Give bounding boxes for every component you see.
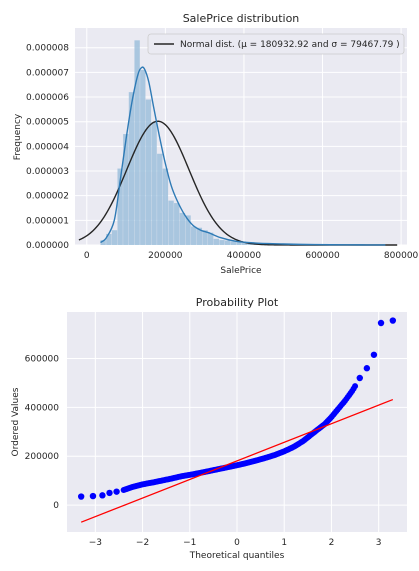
histogram-y-ticks: 0.000000 0.000001 0.000002 0.000003 0.000004… — [26, 44, 69, 251]
y-tick-label: 0.000003 — [26, 167, 69, 177]
y-tick-label: 0.000008 — [26, 44, 69, 54]
probplot-point — [113, 488, 120, 495]
legend-label: Normal dist. (μ = 180932.92 and σ = 7946… — [180, 40, 400, 50]
probplot-point — [89, 492, 97, 500]
probplot-point — [363, 365, 371, 372]
histogram-chart: 0 200000 400000 600000 800000 0.0000000.0000… — [13, 12, 419, 276]
histogram-bars — [100, 40, 384, 246]
y-tick-label: 0.000004 — [26, 142, 69, 152]
probplot-point — [370, 351, 378, 358]
histogram-x-ticks: 0 200000 400000 600000 800000 — [84, 251, 419, 261]
histogram-y-label: Frequency — [13, 113, 23, 160]
y-tick-label: 600000 — [25, 354, 60, 364]
histogram-legend: Normal dist. (μ = 180932.92 and σ = 7946… — [147, 33, 405, 55]
histogram-bar — [134, 40, 140, 245]
y-tick-label: 0.000000 — [26, 241, 69, 251]
histogram-bar — [224, 240, 231, 245]
probplot-point — [377, 319, 385, 327]
histogram-bar — [236, 242, 242, 245]
histogram-bar — [230, 241, 236, 245]
x-tick-label: 1 — [281, 538, 287, 548]
x-tick-label: 600000 — [305, 251, 340, 261]
y-tick-label: 0.000005 — [26, 118, 69, 128]
histogram-bar — [157, 153, 163, 245]
x-tick-label: 400000 — [227, 251, 262, 261]
x-tick-label: 800000 — [384, 251, 419, 261]
histogram-x-label: SalePrice — [220, 266, 262, 276]
y-tick-label: 0.000001 — [26, 216, 69, 226]
histogram-bar — [219, 240, 225, 245]
x-tick-label: 3 — [376, 538, 382, 548]
histogram-bar — [174, 203, 180, 245]
histogram-bar — [191, 226, 197, 245]
y-tick-label: 0.000006 — [26, 93, 69, 103]
histogram-bar — [179, 212, 186, 245]
x-tick-label: −2 — [136, 538, 149, 548]
histogram-bar — [241, 242, 248, 245]
y-tick-label: 0.000007 — [26, 68, 69, 78]
histogram-bar — [202, 230, 208, 245]
histogram-title: SalePrice distribution — [183, 12, 300, 25]
histogram-bar — [117, 168, 123, 245]
y-tick-label: 200000 — [25, 452, 60, 462]
histogram-bar — [100, 240, 106, 245]
kde-curve — [100, 66, 386, 246]
probplot-title: Probability Plot — [196, 296, 279, 309]
probplot-y-ticks: 0 200000 400000 600000 — [25, 354, 60, 511]
histogram-bar — [111, 230, 118, 245]
probplot-point — [106, 489, 113, 497]
probplot-point — [389, 317, 397, 324]
x-tick-label: 0 — [234, 538, 240, 548]
x-tick-label: −3 — [89, 538, 102, 548]
y-tick-label: 0 — [53, 501, 59, 511]
histogram-bar — [140, 69, 146, 245]
probplot-point — [356, 374, 363, 382]
x-tick-label: 0 — [84, 251, 90, 261]
histogram-bar — [207, 232, 214, 245]
histogram-bar — [213, 238, 220, 245]
histogram-bar — [196, 227, 203, 245]
probability-plot-chart: −3 −2 −1 0 1 2 3 0 200000 400000 600000 Probabili… — [11, 296, 407, 561]
x-tick-label: 200000 — [148, 251, 183, 261]
probplot-x-ticks: −3 −2 −1 0 1 2 3 — [89, 538, 382, 548]
probplot-fit-line — [80, 398, 394, 523]
histogram-bar — [123, 134, 129, 245]
histogram-bar — [151, 121, 157, 245]
histogram-bar — [162, 168, 169, 245]
x-tick-label: 2 — [329, 538, 335, 548]
probplot-point — [352, 383, 359, 390]
probplot-point — [99, 492, 106, 499]
probplot-y-label: Ordered Values — [11, 387, 21, 456]
x-tick-label: −1 — [183, 538, 196, 548]
histogram-bar — [185, 215, 191, 245]
legend-box — [147, 33, 405, 55]
probplot-point — [77, 493, 85, 500]
y-tick-label: 400000 — [25, 403, 60, 413]
histogram-bar — [145, 99, 152, 246]
probplot-x-label: Theoretical quantiles — [189, 551, 285, 561]
probplot-points — [77, 317, 397, 500]
histogram-bar — [168, 200, 174, 245]
histogram-bar — [106, 233, 112, 245]
y-tick-label: 0.000002 — [26, 192, 69, 202]
histogram-bar — [128, 92, 135, 245]
